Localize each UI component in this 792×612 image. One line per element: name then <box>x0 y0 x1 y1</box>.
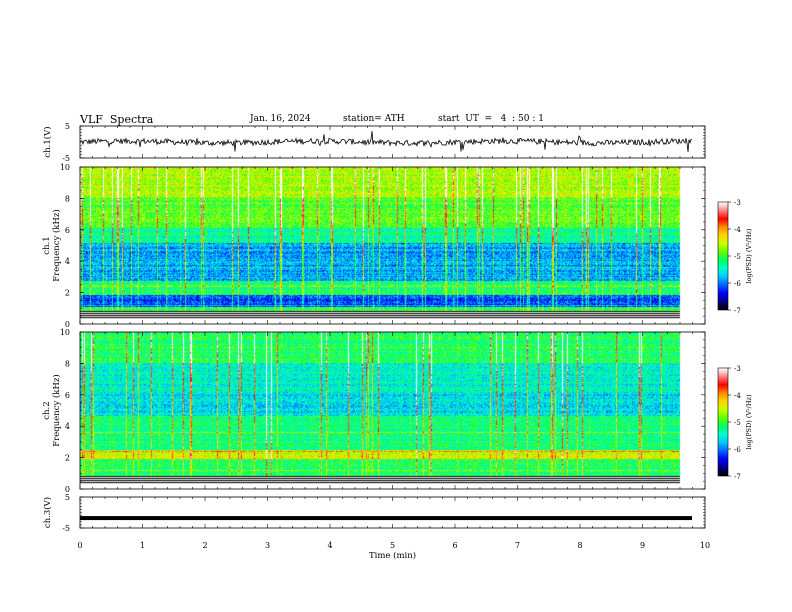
panel-frame-ch2-spectrogram <box>79 331 706 490</box>
y-tick-label-ch1-spectrogram: 0 <box>65 320 70 329</box>
colorbar-tick-label-ch1-spectrogram: -6 <box>734 280 741 288</box>
y-tick-label-ch2-spectrogram: 0 <box>65 485 70 494</box>
colorbar-tick-label-ch2-spectrogram: -3 <box>734 365 741 373</box>
ch2-colorbar <box>718 368 728 476</box>
x-tick-label: 3 <box>265 541 270 550</box>
y-axis-label-ch3-waveform: ch.3(V) <box>42 497 53 528</box>
colorbar-tick-label-ch1-spectrogram: -3 <box>734 199 741 207</box>
x-tick-label: 1 <box>140 541 145 550</box>
y-tick-label-ch1-spectrogram: 2 <box>65 289 70 298</box>
ch1-spectrogram-image <box>80 167 692 319</box>
station-label: station= ATH <box>343 114 405 124</box>
panel-frame-ch1-spectrogram <box>79 166 706 325</box>
date-label: Jan. 16, 2024 <box>250 114 311 124</box>
y-axis-label-ch2-spectrogram: Frequency (kHz) <box>51 374 62 446</box>
colorbar-label-ch1-spectrogram: log(PSD) (V²/Hz) <box>745 228 753 283</box>
colorbar-tick-label-ch2-spectrogram: -4 <box>734 392 741 400</box>
colorbar-tick-label-ch2-spectrogram: -7 <box>734 473 741 481</box>
y-tick-label-ch1-spectrogram: 8 <box>65 194 70 203</box>
chart-title: VLF Spectra <box>80 113 154 126</box>
x-tick-label: 4 <box>327 541 332 550</box>
y-tick-label-ch1-spectrogram: 10 <box>60 163 70 172</box>
ch2-spectrogram-image <box>80 332 692 484</box>
colorbar-frame-ch1-spectrogram <box>717 201 729 311</box>
y-tick-label-ch3-waveform: -5 <box>62 524 70 533</box>
y-axis-label-ch2-spectrogram: ch.2 <box>42 401 52 419</box>
y-tick-label-ch1-waveform: -5 <box>62 154 70 163</box>
x-axis-label: Time (min) <box>369 550 416 561</box>
x-tick-label: 8 <box>577 541 582 550</box>
y-axis-label-ch1-waveform: ch.1(V) <box>42 126 53 157</box>
y-tick-label-ch1-waveform: 5 <box>65 122 70 131</box>
x-tick-label: 0 <box>77 541 82 550</box>
y-tick-label-ch2-spectrogram: 10 <box>60 328 70 337</box>
x-tick-label: 10 <box>700 541 710 550</box>
y-axis-label-ch1-spectrogram: ch.1 <box>42 236 52 254</box>
x-tick-label: 7 <box>515 541 520 550</box>
y-tick-label-ch1-spectrogram: 6 <box>65 226 70 235</box>
ch3-waveform-line <box>80 516 692 521</box>
start-time-label: start UT = 4 : 50 : 1 <box>438 114 544 124</box>
y-axis-label-ch1-spectrogram: Frequency (kHz) <box>51 209 62 281</box>
panel-frame-ch3-waveform <box>79 496 706 529</box>
y-tick-label-ch2-spectrogram: 2 <box>65 454 70 463</box>
x-tick-label: 2 <box>202 541 207 550</box>
colorbar-label-ch2-spectrogram: log(PSD) (V²/Hz) <box>745 394 753 449</box>
colorbar-tick-label-ch1-spectrogram: -7 <box>734 307 741 315</box>
colorbar-tick-label-ch1-spectrogram: -5 <box>734 253 741 261</box>
y-tick-label-ch1-spectrogram: 4 <box>65 257 70 266</box>
ch1-colorbar <box>718 202 728 310</box>
y-tick-label-ch2-spectrogram: 4 <box>65 422 70 431</box>
y-tick-label-ch2-spectrogram: 8 <box>65 359 70 368</box>
y-tick-label-ch3-waveform: 5 <box>65 493 70 502</box>
colorbar-frame-ch2-spectrogram <box>717 367 729 477</box>
colorbar-tick-label-ch2-spectrogram: -5 <box>734 419 741 427</box>
y-tick-label-ch2-spectrogram: 6 <box>65 391 70 400</box>
colorbar-tick-label-ch1-spectrogram: -4 <box>734 226 741 234</box>
x-tick-label: 9 <box>640 541 645 550</box>
colorbar-tick-label-ch2-spectrogram: -6 <box>734 446 741 454</box>
x-tick-label: 6 <box>452 541 457 550</box>
x-tick-label: 5 <box>390 541 395 550</box>
ch1-waveform-line <box>79 130 692 152</box>
